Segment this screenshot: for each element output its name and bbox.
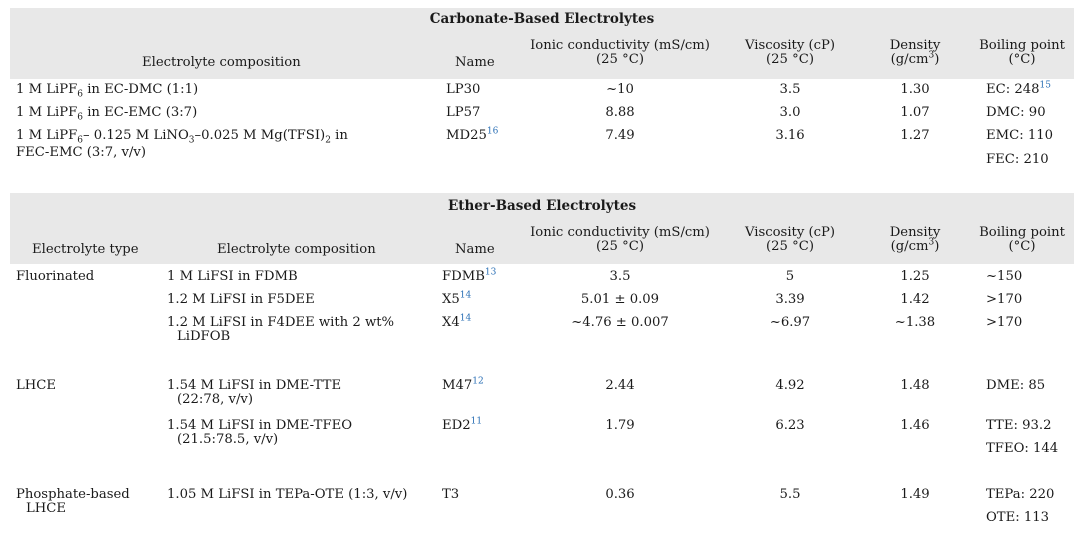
ether-table-title: Ether-Based Electrolytes xyxy=(447,198,637,214)
table-row-m47-viscosity: 4.92 xyxy=(775,378,805,393)
table-row-fdmb-density: 1.25 xyxy=(900,269,930,284)
table-row-m47-boiling: DME: 85 xyxy=(986,378,1046,393)
table-row-t3-density: 1.49 xyxy=(900,487,930,502)
header-name: Name xyxy=(455,242,495,257)
table-row-md25-conductivity: 7.49 xyxy=(605,128,635,143)
table-row-lp57-density: 1.07 xyxy=(900,105,930,120)
carbonate-header-band xyxy=(10,8,1074,79)
table-row-lp57-name: LP57 xyxy=(446,105,481,120)
table-row-fdmb-conductivity: 3.5 xyxy=(609,269,631,284)
table-row-x5-composition: 1.2 M LiFSI in F5DEE xyxy=(167,292,315,307)
header-composition: Electrolyte composition xyxy=(142,55,301,70)
table-row-md25-density: 1.27 xyxy=(900,128,930,143)
table-row-x4-composition: 1.2 M LiFSI in F4DEE with 2 wt% LiDFOB xyxy=(167,315,395,344)
table-row-ed2-name: ED211 xyxy=(442,416,483,433)
table-row-lp30-conductivity: ~10 xyxy=(606,82,634,97)
table-row-md25-boiling-2: FEC: 210 xyxy=(986,152,1049,167)
header-name: Name xyxy=(455,55,495,70)
table-row-lp30-composition: 1 M LiPF6 in EC-DMC (1:1) xyxy=(16,82,199,100)
table-row-ed2-density: 1.46 xyxy=(900,418,930,433)
table-row-m47-type: LHCE xyxy=(16,378,56,393)
table-row-fdmb-composition: 1 M LiFSI in FDMB xyxy=(167,269,298,284)
table-row-t3-conductivity: 0.36 xyxy=(605,487,635,502)
table-row-t3-composition: 1.05 M LiFSI in TEPa-OTE (1:3, v/v) xyxy=(167,487,408,502)
table-row-lp30-viscosity: 3.5 xyxy=(779,82,801,97)
table-row-md25-composition: 1 M LiPF6– 0.125 M LiNO3–0.025 M Mg(TFSI… xyxy=(16,128,348,160)
table-row-x4-density: ~1.38 xyxy=(894,315,936,330)
table-row-t3-viscosity: 5.5 xyxy=(779,487,801,502)
table-row-t3-boiling: TEPa: 220 xyxy=(986,487,1055,502)
table-row-lp30-density: 1.30 xyxy=(900,82,930,97)
table-row-fdmb-name: FDMB13 xyxy=(442,267,497,284)
table-row-md25-name: MD2516 xyxy=(446,126,499,143)
table-row-ed2-boiling-2: TFEO: 144 xyxy=(986,441,1059,456)
table-row-x5-boiling: >170 xyxy=(986,292,1023,307)
table-row-t3-name: T3 xyxy=(442,487,460,502)
table-row-m47-name: M4712 xyxy=(442,376,484,393)
table-row-fdmb-boiling: ~150 xyxy=(986,269,1023,284)
header-density: Density (g/cm3) xyxy=(889,38,941,67)
table-row-x4-name: X414 xyxy=(442,313,472,330)
table-row-lp30-name: LP30 xyxy=(446,82,481,97)
header-electrolyte-type: Electrolyte type xyxy=(32,242,139,257)
table-row-x5-name: X514 xyxy=(442,290,472,307)
header-viscosity: Viscosity (cP) (25 °C) xyxy=(744,225,836,254)
table-row-x4-viscosity: ~6.97 xyxy=(769,315,811,330)
ether-header-band xyxy=(10,193,1074,264)
table-row-lp57-boiling: DMC: 90 xyxy=(986,105,1046,120)
table-row-x4-conductivity: ~4.76 ± 0.007 xyxy=(571,315,669,330)
table-row-fdmb-type: Fluorinated xyxy=(16,269,95,284)
header-boiling-point: Boiling point (°C) xyxy=(979,38,1065,67)
table-row-lp57-conductivity: 8.88 xyxy=(605,105,635,120)
header-conductivity: Ionic conductivity (mS/cm) (25 °C) xyxy=(530,38,710,67)
table-row-md25-boiling: EMC: 110 xyxy=(986,128,1054,143)
table-row-x5-conductivity: 5.01 ± 0.09 xyxy=(580,292,660,307)
header-viscosity: Viscosity (cP) (25 °C) xyxy=(744,38,836,67)
table-row-m47-conductivity: 2.44 xyxy=(605,378,635,393)
header-density: Density (g/cm3) xyxy=(889,225,941,254)
table-row-t3-boiling-2: OTE: 113 xyxy=(986,510,1050,525)
table-row-ed2-viscosity: 6.23 xyxy=(775,418,805,433)
header-conductivity: Ionic conductivity (mS/cm) (25 °C) xyxy=(530,225,710,254)
table-row-x5-density: 1.42 xyxy=(900,292,930,307)
table-row-t3-type: Phosphate-based LHCE xyxy=(16,487,130,516)
table-row-m47-composition: 1.54 M LiFSI in DME-TTE (22:78, v/v) xyxy=(167,378,342,407)
table-row-m47-density: 1.48 xyxy=(900,378,930,393)
table-row-x5-viscosity: 3.39 xyxy=(775,292,805,307)
table-row-ed2-boiling: TTE: 93.2 xyxy=(986,418,1052,433)
table-row-ed2-conductivity: 1.79 xyxy=(605,418,635,433)
header-composition: Electrolyte composition xyxy=(217,242,376,257)
table-row-fdmb-viscosity: 5 xyxy=(785,269,795,284)
table-row-lp57-viscosity: 3.0 xyxy=(779,105,801,120)
table-row-x4-boiling: >170 xyxy=(986,315,1023,330)
table-row-lp30-boiling: EC: 24815 xyxy=(986,80,1051,97)
table-row-lp57-composition: 1 M LiPF6 in EC-EMC (3:7) xyxy=(16,105,198,123)
table-row-md25-viscosity: 3.16 xyxy=(775,128,805,143)
table-row-ed2-composition: 1.54 M LiFSI in DME-TFEO (21.5:78.5, v/v… xyxy=(167,418,353,447)
carbonate-table-title: Carbonate-Based Electrolytes xyxy=(429,11,655,27)
header-boiling-point: Boiling point (°C) xyxy=(979,225,1065,254)
